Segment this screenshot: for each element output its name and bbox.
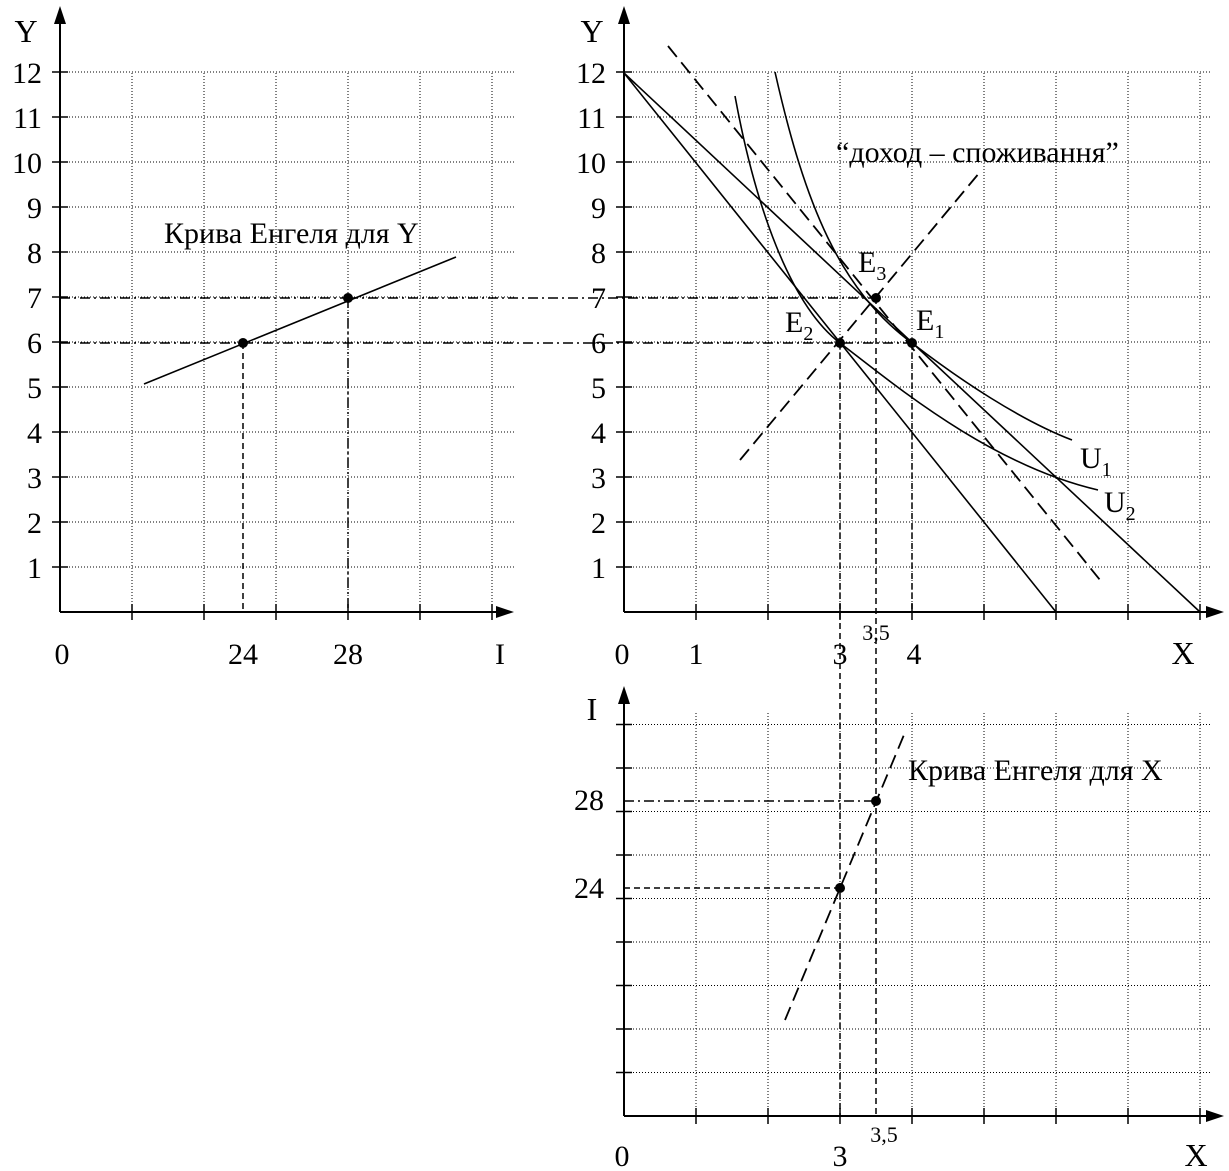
budget-line-dashed [667, 45, 1101, 581]
bottom-ticks [616, 723, 1201, 1124]
right-x-tick-label-1: 1 [689, 638, 704, 671]
e1-label: E1 [916, 304, 944, 343]
right-y-axis-label: Y [580, 13, 603, 49]
y-tick-label: 7 [27, 282, 42, 315]
y-tick-label: 9 [27, 192, 42, 225]
bottom-panel: I 28 24 0 3 3,5 X Крива Енгеля для X [574, 686, 1224, 1171]
u2-label: U2 [1104, 486, 1136, 525]
bottom-y-tick-label-28: 28 [574, 784, 604, 817]
bottom-x-axis-arrow [1206, 1110, 1224, 1122]
bottom-origin-label: 0 [615, 1140, 630, 1171]
left-y-axis-label: Y [14, 13, 37, 49]
bottom-y-tick-label-24: 24 [574, 872, 604, 905]
left-x-axis-label: I [495, 638, 505, 671]
right-x-axis-label: X [1171, 635, 1194, 671]
y-tick-label: 2 [591, 507, 606, 540]
right-x-tick-label-4: 4 [907, 638, 922, 671]
y-tick-label: 4 [591, 417, 606, 450]
y-tick-label: 12 [12, 57, 42, 90]
y-tick-label: 6 [27, 327, 42, 360]
y-tick-label: 10 [576, 147, 606, 180]
y-tick-label: 6 [591, 327, 606, 360]
y-tick-label: 8 [27, 237, 42, 270]
right-grid [624, 71, 1212, 612]
engel-curve-y [143, 256, 457, 385]
y-tick-label: 9 [591, 192, 606, 225]
bottom-y-axis-arrow [618, 686, 630, 704]
left-x-tick-label-24: 24 [228, 638, 258, 671]
left-origin-label: 0 [55, 638, 70, 671]
bottom-grid [624, 713, 1212, 1116]
y-tick-label: 4 [27, 417, 42, 450]
y-tick-label: 5 [27, 372, 42, 405]
engel-curve-y-label: Крива Енгеля для Y [164, 217, 419, 250]
y-tick-label: 2 [27, 507, 42, 540]
engel-curve-x [784, 729, 907, 1021]
e3-label: E3 [858, 246, 886, 285]
bottom-x-axis-label: X [1184, 1137, 1207, 1171]
y-tick-label: 11 [577, 102, 606, 135]
y-tick-label: 3 [591, 462, 606, 495]
y-tick-label: 1 [591, 552, 606, 585]
y-tick-label: 7 [591, 282, 606, 315]
u1-label: U1 [1080, 442, 1112, 481]
right-y-axis-arrow [618, 6, 630, 24]
icc-label: “доход – споживання” [836, 136, 1119, 169]
e2-label: E2 [785, 306, 813, 345]
y-tick-label: 12 [576, 57, 606, 90]
left-grid [60, 71, 516, 612]
bottom-y-axis-label: I [587, 691, 598, 727]
left-x-tick-label-28: 28 [333, 638, 363, 671]
y-tick-label: 11 [13, 102, 42, 135]
bottom-x-tick-label-3: 3 [833, 1140, 848, 1171]
y-tick-label: 3 [27, 462, 42, 495]
bottom-point-3-5-28 [871, 796, 881, 806]
right-x-axis-arrow [1206, 606, 1224, 618]
y-tick-label: 10 [12, 147, 42, 180]
bottom-x-tick-label-3-5: 3,5 [870, 1122, 898, 1147]
right-origin-label: 0 [615, 638, 630, 671]
y-tick-label: 1 [27, 552, 42, 585]
bottom-point-3-24 [835, 883, 845, 893]
y-tick-label: 5 [591, 372, 606, 405]
indifference-curve-u1 [774, 71, 1073, 441]
left-x-axis-arrow [496, 606, 514, 618]
left-y-axis-arrow [54, 6, 66, 24]
y-tick-label: 8 [591, 237, 606, 270]
engel-curve-x-label: Крива Енгеля для X [908, 754, 1163, 787]
